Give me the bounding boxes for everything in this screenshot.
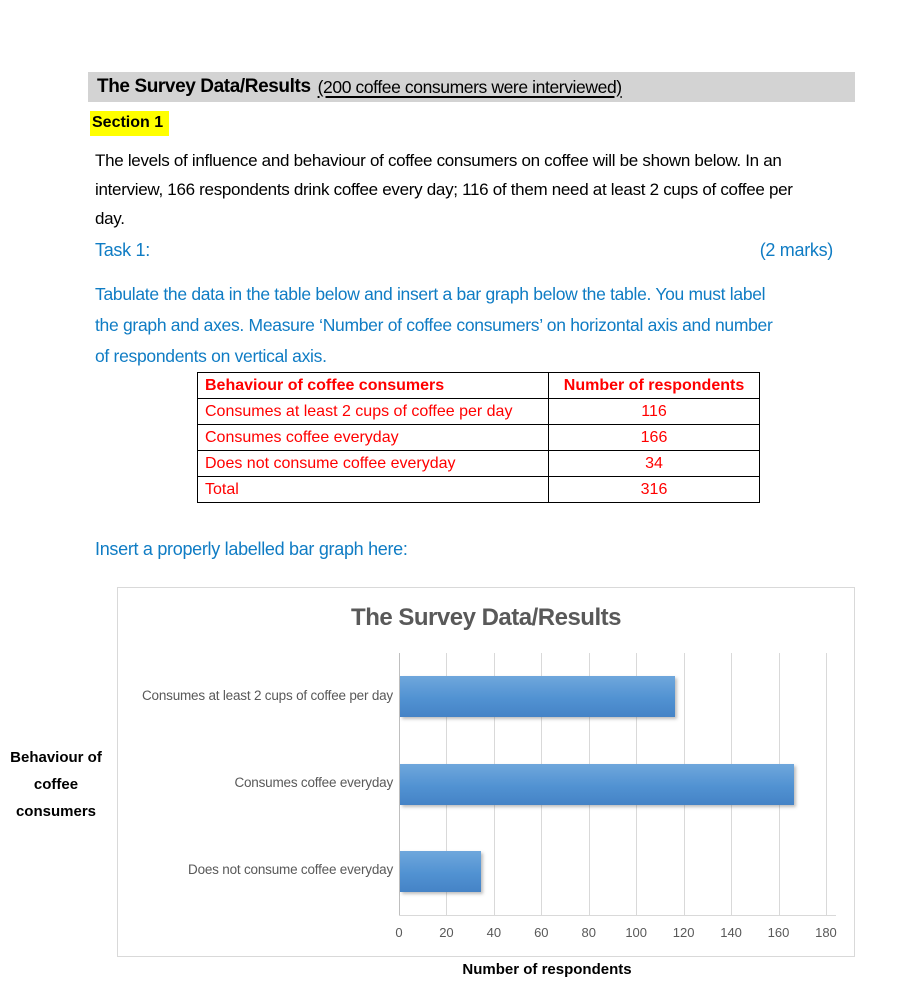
bar-chart: The Survey Data/Results 0 20 40 60 80 100 120 1… [117,587,855,957]
section-heading: Section 1 [90,111,170,136]
table-cell-behaviour: Does not consume coffee everyday [197,450,549,477]
table-cell-respondents: 116 [548,398,760,425]
gridline [825,653,827,915]
table-row: Does not consume coffee everyday 34 [197,450,760,477]
x-tick-label: 20 [439,925,454,940]
chart-title: The Survey Data/Results [351,604,621,631]
y-axis-title: Behaviour of coffee consumers [10,749,102,820]
chart-bar [400,676,676,718]
table-header-respondents: Number of respondents [548,372,760,399]
task-instructions: Tabulate the data in the table below and… [95,284,773,366]
x-axis-title: Number of respondents [462,961,632,978]
x-tick-label: 180 [815,925,837,940]
document-title-bar: The Survey Data/Results (200 coffee cons… [88,72,855,102]
chart-bar [400,763,794,805]
table-header-row: Behaviour of coffee consumers Number of … [197,372,760,399]
document-subtitle: (200 coffee consumers were interviewed) [317,76,622,97]
document-title: The Survey Data/Results [97,76,311,97]
table-row: Consumes at least 2 cups of coffee per d… [197,398,760,425]
table-row: Consumes coffee everyday 166 [197,424,760,451]
table-cell-respondents: 166 [548,424,760,451]
x-tick-label: 60 [534,925,549,940]
table-cell-behaviour: Consumes at least 2 cups of coffee per d… [197,398,549,425]
x-tick-label: 120 [672,925,695,940]
insert-graph-prompt: Insert a properly labelled bar graph her… [95,539,408,559]
y-axis-line [399,653,400,915]
category-label: Consumes at least 2 cups of coffee per d… [141,687,393,703]
table-cell-behaviour: Consumes coffee everyday [197,424,549,451]
intro-paragraph: The levels of influence and behaviour of… [95,151,793,228]
category-label: Does not consume coffee everyday [188,862,393,878]
chart-plot-area [399,653,836,916]
chart-bar [400,850,481,892]
x-tick-label: 140 [720,925,742,940]
task-label: Task 1: [95,240,150,260]
task-marks: (2 marks) [759,240,834,260]
x-tick-label: 80 [581,925,596,940]
task-row: Task 1: (2 marks) [95,240,833,261]
category-label: Consumes coffee everyday [234,775,393,790]
table-header-behaviour: Behaviour of coffee consumers [197,372,549,399]
table-row: Total 316 [197,476,760,503]
table-cell-respondents: 316 [548,476,760,503]
table-cell-respondents: 34 [548,450,760,477]
table-cell-behaviour: Total [197,476,549,503]
x-tick-label: 0 [395,925,403,940]
x-tick-label: 100 [625,925,648,940]
x-tick-label: 160 [767,925,790,940]
survey-data-table: Behaviour of coffee consumers Number of … [197,372,760,503]
x-tick-label: 40 [486,925,502,940]
